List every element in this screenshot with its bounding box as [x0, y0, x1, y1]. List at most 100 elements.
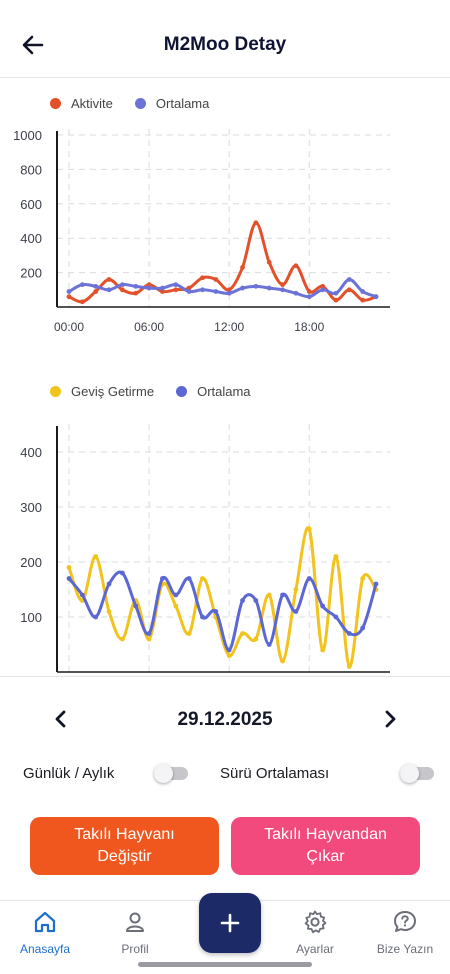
back-button[interactable]	[18, 30, 48, 60]
data-point-series-1	[346, 277, 352, 282]
data-point-series-0	[146, 282, 152, 288]
legend-item-activity[interactable]: Aktivite	[50, 96, 113, 111]
data-point-series-1	[320, 603, 326, 609]
switch-knob	[154, 764, 173, 783]
nav-item-profile[interactable]: Profil	[90, 901, 180, 961]
toggle-row: Günlük / Aylık Sürü Ortalaması	[0, 758, 450, 788]
data-point-series-0	[360, 576, 366, 581]
legend-label-average: Ortalama	[155, 96, 210, 111]
data-point-series-0	[280, 658, 285, 664]
period-toggle-label: Günlük / Aylık	[23, 765, 115, 782]
herd-average-toggle-switch[interactable]	[400, 764, 436, 783]
page-title: M2Moo Detay	[163, 34, 287, 55]
legend-item-average-2[interactable]: Ortalama	[176, 384, 251, 399]
data-point-series-0	[253, 220, 259, 226]
gear-icon	[304, 910, 327, 934]
data-point-series-1	[360, 625, 366, 631]
data-point-series-0	[186, 631, 192, 636]
x-tick-label: 12:00	[214, 320, 244, 334]
legend-dot-activity	[50, 98, 61, 109]
legend-dot-rumination	[50, 386, 61, 397]
nav-item-contact[interactable]: Bize Yazın	[360, 901, 450, 961]
data-point-series-0	[200, 275, 205, 281]
change-animal-label-line2: Değiştir	[97, 848, 152, 865]
activity-chart-legend: Aktivite Ortalama	[50, 96, 231, 111]
data-point-series-1	[253, 283, 259, 289]
app-header: M2Moo Detay	[0, 0, 450, 78]
data-point-series-0	[226, 653, 232, 658]
remove-animal-button[interactable]: Takılı Hayvandan Çıkar	[231, 817, 420, 875]
herd-average-toggle-label: Sürü Ortalaması	[220, 765, 330, 782]
data-point-series-0	[173, 287, 179, 293]
y-tick-label: 200	[20, 266, 42, 281]
help-icon	[394, 911, 416, 932]
data-point-series-0	[226, 287, 232, 293]
data-point-series-1	[293, 609, 299, 614]
change-animal-label-line1: Takılı Hayvanı	[74, 826, 175, 843]
data-point-series-0	[360, 297, 366, 303]
activity-chart-plot: 200 400 600 800 1000 00:00 06:00 12:00 18:00	[13, 128, 390, 334]
data-point-series-1	[186, 289, 192, 294]
period-toggle-switch[interactable]	[154, 764, 190, 783]
y-tick-label: 100	[20, 610, 42, 625]
data-point-series-1	[373, 294, 379, 300]
data-point-series-0	[146, 636, 152, 642]
data-point-series-1	[173, 592, 179, 598]
activity-chart: Aktivite Ortalama 200 400 600 800 1000 00:00 0…	[0, 78, 450, 368]
data-point-series-0	[106, 609, 112, 614]
data-point-series-0	[173, 603, 179, 609]
add-button[interactable]	[199, 893, 261, 953]
rumination-chart: Geviş Getirme Ortalama 10020030040000:00…	[0, 368, 450, 676]
data-point-series-0	[293, 587, 299, 592]
data-point-series-0	[240, 631, 245, 636]
nav-label-settings: Ayarlar	[296, 942, 334, 956]
home-icon	[34, 911, 56, 933]
x-tick-label: 18:00	[294, 320, 324, 334]
data-point-series-1	[346, 631, 352, 636]
nav-item-settings[interactable]: Ayarlar	[270, 901, 360, 961]
next-date-button[interactable]	[377, 706, 403, 732]
data-point-series-1	[266, 642, 272, 647]
data-point-series-0	[320, 647, 326, 653]
data-point-series-1	[306, 294, 312, 300]
data-point-series-1	[173, 282, 179, 288]
legend-label-activity: Aktivite	[71, 96, 113, 111]
y-tick-label: 600	[20, 197, 42, 212]
data-point-series-1	[119, 570, 125, 576]
chevron-left-icon	[55, 710, 66, 728]
y-tick-label: 300	[20, 500, 42, 515]
chevron-right-icon	[385, 710, 396, 728]
remove-animal-label-line1: Takılı Hayvandan	[264, 826, 387, 843]
change-animal-button[interactable]: Takılı Hayvanı Değiştir	[30, 817, 219, 875]
data-point-series-0	[280, 282, 285, 288]
data-point-series-0	[200, 576, 205, 581]
data-point-series-0	[266, 592, 272, 598]
data-point-series-1	[213, 289, 219, 294]
data-point-series-1	[333, 290, 339, 296]
data-point-series-1	[133, 603, 139, 609]
data-point-series-1	[213, 609, 219, 614]
data-point-series-1	[226, 290, 232, 296]
arrow-left-icon	[22, 35, 44, 55]
data-point-series-0	[306, 289, 312, 294]
remove-animal-label-line2: Çıkar	[306, 848, 345, 865]
data-point-series-1	[79, 592, 85, 598]
data-point-series-0	[79, 299, 85, 305]
data-point-series-1	[66, 576, 72, 581]
data-point-series-1	[93, 614, 99, 620]
nav-item-home[interactable]: Anasayfa	[0, 901, 90, 961]
data-point-series-1	[79, 282, 85, 288]
data-point-series-1	[146, 285, 152, 291]
data-point-series-0	[333, 554, 339, 559]
home-indicator	[138, 962, 312, 967]
current-date: 29.12.2025	[177, 709, 273, 730]
data-point-series-1	[106, 287, 112, 293]
data-point-series-0	[320, 283, 326, 289]
data-point-series-0	[66, 294, 72, 300]
previous-date-button[interactable]	[48, 706, 74, 732]
data-point-series-0	[346, 287, 352, 293]
data-point-series-0	[293, 263, 299, 269]
legend-item-rumination[interactable]: Geviş Getirme	[50, 384, 154, 399]
legend-item-average[interactable]: Ortalama	[134, 96, 210, 111]
